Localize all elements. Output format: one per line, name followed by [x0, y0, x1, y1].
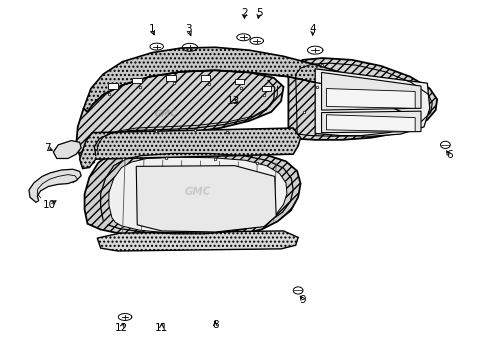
Polygon shape — [76, 70, 283, 163]
Polygon shape — [83, 47, 409, 115]
Polygon shape — [136, 166, 276, 232]
Polygon shape — [261, 86, 271, 91]
Polygon shape — [108, 83, 118, 89]
Polygon shape — [326, 89, 414, 108]
Polygon shape — [29, 169, 81, 202]
Polygon shape — [200, 75, 210, 81]
Text: 10: 10 — [43, 200, 56, 210]
Text: 6: 6 — [445, 150, 452, 160]
Circle shape — [440, 141, 449, 148]
Text: 13: 13 — [227, 96, 240, 106]
Text: 5: 5 — [255, 8, 262, 18]
Text: 2: 2 — [241, 8, 247, 18]
Circle shape — [293, 287, 303, 294]
Text: 12: 12 — [115, 323, 128, 333]
Polygon shape — [166, 75, 176, 81]
Text: 9: 9 — [299, 295, 305, 305]
Polygon shape — [84, 148, 300, 238]
Polygon shape — [326, 115, 414, 132]
Polygon shape — [109, 157, 286, 234]
Text: 3: 3 — [185, 24, 191, 35]
Text: 11: 11 — [155, 323, 168, 333]
Text: 4: 4 — [309, 24, 315, 35]
Text: 8: 8 — [211, 320, 218, 330]
Text: 7: 7 — [43, 143, 50, 153]
Polygon shape — [53, 140, 81, 158]
Text: 1: 1 — [148, 24, 155, 35]
Polygon shape — [321, 111, 420, 133]
Polygon shape — [321, 72, 420, 110]
Polygon shape — [315, 69, 429, 136]
Text: GMC: GMC — [155, 109, 178, 118]
Polygon shape — [132, 78, 142, 83]
Polygon shape — [288, 58, 436, 140]
Polygon shape — [80, 128, 300, 168]
Text: GMC: GMC — [184, 186, 211, 197]
Polygon shape — [234, 79, 244, 84]
Polygon shape — [97, 231, 298, 251]
